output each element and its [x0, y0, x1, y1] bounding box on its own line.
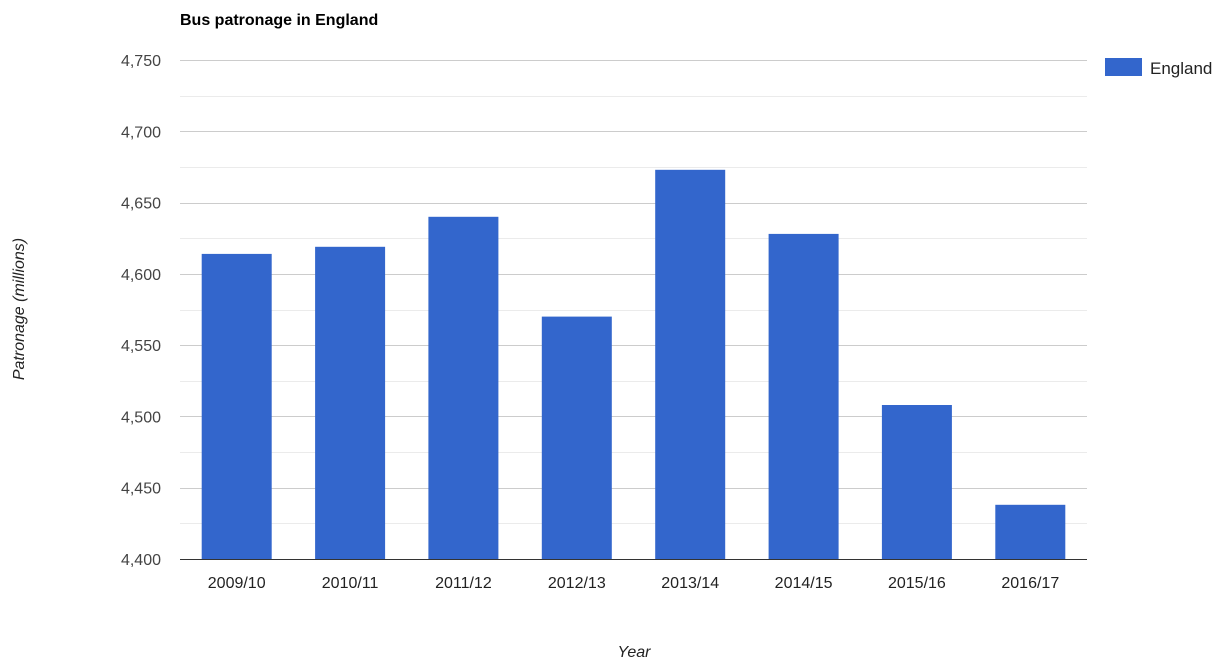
- x-tick-label: 2015/16: [888, 575, 946, 592]
- bar[interactable]: [655, 169, 726, 560]
- legend-label: England: [1150, 59, 1212, 78]
- x-tick-label: 2012/13: [548, 575, 606, 592]
- legend-swatch: [1105, 58, 1142, 76]
- y-tick-label: 4,600: [121, 267, 161, 284]
- x-tick-label: 2016/17: [1001, 575, 1059, 592]
- x-tick-label: 2014/15: [775, 575, 833, 592]
- bars: [201, 169, 1066, 560]
- bar[interactable]: [881, 405, 952, 559]
- bar[interactable]: [201, 253, 272, 559]
- y-axis-label: Patronage (millions): [11, 238, 28, 380]
- y-tick-label: 4,750: [121, 53, 161, 70]
- bar[interactable]: [315, 246, 386, 560]
- chart-title: Bus patronage in England: [180, 12, 378, 29]
- x-axis-label: Year: [618, 644, 652, 658]
- y-tick-label: 4,550: [121, 338, 161, 355]
- bar[interactable]: [541, 316, 612, 559]
- x-tick-label: 2013/14: [661, 575, 719, 592]
- bar[interactable]: [995, 504, 1066, 559]
- x-tick-label: 2011/12: [435, 575, 492, 592]
- x-tick-label: 2009/10: [208, 575, 266, 592]
- y-tick-label: 4,500: [121, 409, 161, 426]
- y-tick-label: 4,450: [121, 481, 161, 498]
- x-tick-label: 2010/11: [322, 575, 379, 592]
- y-tick-label: 4,400: [121, 552, 161, 569]
- legend: England: [1105, 58, 1212, 78]
- y-tick-label: 4,700: [121, 124, 161, 141]
- bar[interactable]: [768, 233, 839, 559]
- y-axis-tick-labels: 4,400 4,450 4,500 4,550 4,600 4,650 4,700 4,750: [121, 53, 161, 569]
- bar[interactable]: [428, 216, 499, 560]
- y-tick-label: 4,650: [121, 196, 161, 213]
- x-axis-tick-labels: 2009/10 2010/11 2011/12 2012/13 2013/14 2014/…: [208, 575, 1060, 592]
